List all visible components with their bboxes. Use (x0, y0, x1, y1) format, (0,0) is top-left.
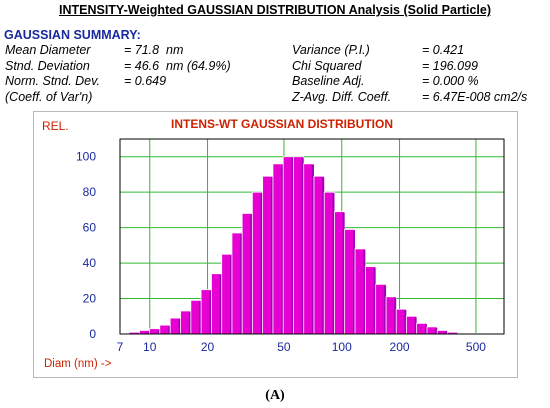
bar-shadow (394, 297, 397, 334)
bar-shadow (260, 193, 263, 334)
bar-shadow (322, 177, 325, 334)
mean-diameter-label: Mean Diameter (5, 43, 91, 57)
bar-shadow (332, 193, 335, 334)
bar-shadow (363, 249, 366, 334)
x-tick-label: 20 (201, 340, 215, 354)
x-tick-labels: 7 10 20 50 100 200 500 (117, 340, 487, 354)
bar-shadow (445, 331, 448, 334)
plot-frame (119, 138, 505, 335)
variance-label: Variance (P.I.) (292, 43, 370, 57)
bar-shadow (435, 327, 438, 334)
stnd-deviation-label: Stnd. Deviation (5, 59, 90, 73)
bar-shadow (373, 267, 376, 334)
bar-shadow (270, 177, 273, 334)
norm-stnd-dev-value: = 0.649 (124, 74, 167, 88)
bar-shadow (240, 233, 243, 334)
bar-shadow (168, 326, 171, 334)
y-tick-label: 40 (83, 256, 97, 270)
bar-shadow (384, 285, 387, 334)
x-tick-label: 7 (117, 340, 124, 354)
bar-shadow (188, 311, 191, 334)
bar-shadow (199, 301, 202, 334)
summary-heading: GAUSSIAN SUMMARY: (4, 28, 141, 42)
bar-shadow (291, 157, 294, 334)
bar-shadow (404, 310, 407, 334)
mean-diameter-value: = 71.8 nm (124, 43, 184, 57)
bar-shadow (178, 319, 181, 334)
bar-shadow (219, 274, 222, 334)
x-tick-label: 50 (277, 340, 291, 354)
chart-title: INTENS-WT GAUSSIAN DISTRIBUTION (171, 117, 393, 131)
figure-caption-text: (A) (265, 388, 285, 403)
stnd-deviation-value: = 46.6 nm (64.9%) (124, 59, 231, 73)
x-tick-label: 100 (332, 340, 352, 354)
z-avg-diff-coeff-label: Z-Avg. Diff. Coeff. (292, 90, 392, 104)
bar-shadow (353, 230, 356, 334)
bar-shadow (147, 331, 150, 334)
baseline-adj-label: Baseline Adj. (292, 74, 365, 88)
bar-shadow (311, 164, 314, 334)
bar-shadow (250, 214, 253, 334)
y-tick-label: 80 (83, 185, 97, 199)
y-tick-label: 100 (76, 150, 96, 164)
z-avg-diff-coeff-value: = 6.47E-008 cm2/s (422, 90, 528, 104)
bar-shadow (229, 255, 232, 334)
grid-lines (120, 139, 504, 334)
y-tick-label: 20 (83, 292, 97, 306)
chi-squared-label: Chi Squared (292, 59, 362, 73)
variance-value: = 0.421 (422, 43, 465, 57)
bar-shadow (342, 212, 345, 334)
norm-stnd-dev-label: Norm. Stnd. Dev. (5, 74, 100, 88)
bar-shadow (424, 324, 427, 334)
x-tick-label: 10 (143, 340, 157, 354)
bars (128, 156, 479, 335)
chart-panel: REL. INTENS-WT GAUSSIAN DISTRIBUTION 0 20… (33, 111, 518, 378)
x-axis-label: Diam (nm) -> (44, 358, 112, 370)
distribution-chart: REL. INTENS-WT GAUSSIAN DISTRIBUTION 0 20… (42, 117, 505, 370)
y-tick-label: 0 (89, 327, 96, 341)
bar-shadow (157, 329, 160, 334)
page-title: INTENSITY-Weighted GAUSSIAN DISTRIBUTION… (58, 3, 491, 17)
figure-caption: (A) (0, 388, 550, 404)
x-tick-label: 500 (466, 340, 486, 354)
x-tick-label: 200 (390, 340, 410, 354)
bar-shadow (281, 164, 284, 334)
bar-shadow (414, 317, 417, 334)
baseline-adj-value: = 0.000 % (422, 74, 479, 88)
y-tick-label: 60 (83, 221, 97, 235)
y-axis-label: REL. (42, 119, 69, 133)
y-tick-labels: 0 20 40 60 80 100 (76, 150, 96, 341)
bar-shadow (209, 290, 212, 334)
coeff-of-variation-label: (Coeff. of Var'n) (5, 90, 93, 104)
chi-squared-value: = 196.099 (422, 59, 478, 73)
bar-shadow (301, 157, 304, 334)
